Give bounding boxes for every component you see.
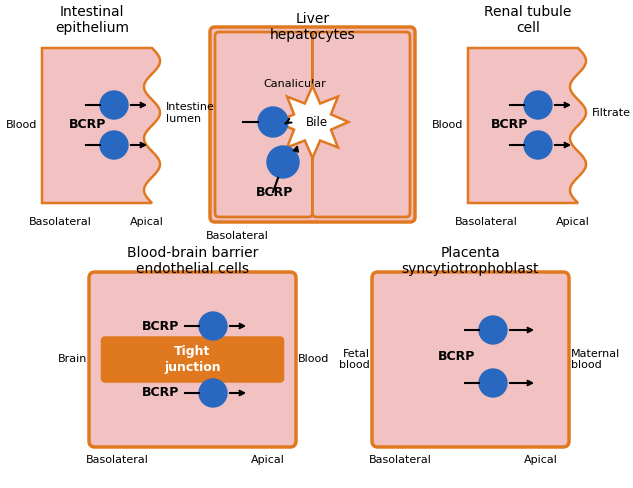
Circle shape — [524, 91, 552, 119]
Text: Blood: Blood — [432, 121, 463, 130]
Text: Brain: Brain — [58, 354, 87, 365]
Text: BCRP: BCRP — [142, 386, 179, 400]
Circle shape — [100, 91, 128, 119]
Text: Basolateral: Basolateral — [206, 231, 268, 241]
Circle shape — [199, 379, 227, 407]
Text: Canalicular: Canalicular — [263, 79, 326, 89]
Text: Placenta
syncytiotrophoblast: Placenta syncytiotrophoblast — [402, 246, 539, 276]
FancyBboxPatch shape — [102, 338, 283, 382]
Text: Intestine
lumen: Intestine lumen — [166, 102, 215, 124]
Text: Basolateral: Basolateral — [28, 217, 91, 227]
Text: Fetal
blood: Fetal blood — [339, 349, 370, 370]
Circle shape — [524, 131, 552, 159]
PathPatch shape — [468, 48, 586, 203]
Text: Apical: Apical — [556, 217, 590, 227]
PathPatch shape — [42, 48, 160, 203]
FancyBboxPatch shape — [210, 27, 415, 222]
Text: Liver
hepatocytes: Liver hepatocytes — [270, 12, 355, 42]
Text: Intestinal
epithelium: Intestinal epithelium — [55, 5, 129, 35]
Text: Blood: Blood — [6, 121, 37, 130]
Text: BCRP: BCRP — [142, 320, 179, 332]
Text: Blood: Blood — [298, 354, 329, 365]
Circle shape — [479, 369, 507, 397]
Circle shape — [479, 316, 507, 344]
Polygon shape — [277, 86, 349, 158]
Circle shape — [267, 146, 299, 178]
Circle shape — [258, 107, 288, 137]
Circle shape — [100, 131, 128, 159]
Text: Basolateral: Basolateral — [454, 217, 517, 227]
FancyBboxPatch shape — [215, 32, 313, 217]
Text: BCRP: BCRP — [491, 119, 529, 131]
Text: Apical: Apical — [251, 455, 285, 465]
Text: Basolateral: Basolateral — [85, 455, 148, 465]
FancyBboxPatch shape — [89, 272, 296, 447]
Text: Tight
junction: Tight junction — [164, 346, 221, 373]
Text: BCRP: BCRP — [256, 186, 294, 199]
Text: Apical: Apical — [130, 217, 164, 227]
FancyBboxPatch shape — [372, 272, 569, 447]
Text: Maternal
blood: Maternal blood — [571, 349, 620, 370]
Text: Bile: Bile — [306, 117, 327, 129]
Text: BCRP: BCRP — [69, 119, 107, 131]
Text: Basolateral: Basolateral — [368, 455, 432, 465]
FancyBboxPatch shape — [313, 32, 410, 217]
Text: Renal tubule
cell: Renal tubule cell — [484, 5, 572, 35]
Circle shape — [199, 312, 227, 340]
Text: Apical: Apical — [524, 455, 558, 465]
Text: Blood-brain barrier
endothelial cells: Blood-brain barrier endothelial cells — [127, 246, 258, 276]
Text: BCRP: BCRP — [438, 350, 475, 364]
Text: Filtrate: Filtrate — [592, 108, 631, 118]
